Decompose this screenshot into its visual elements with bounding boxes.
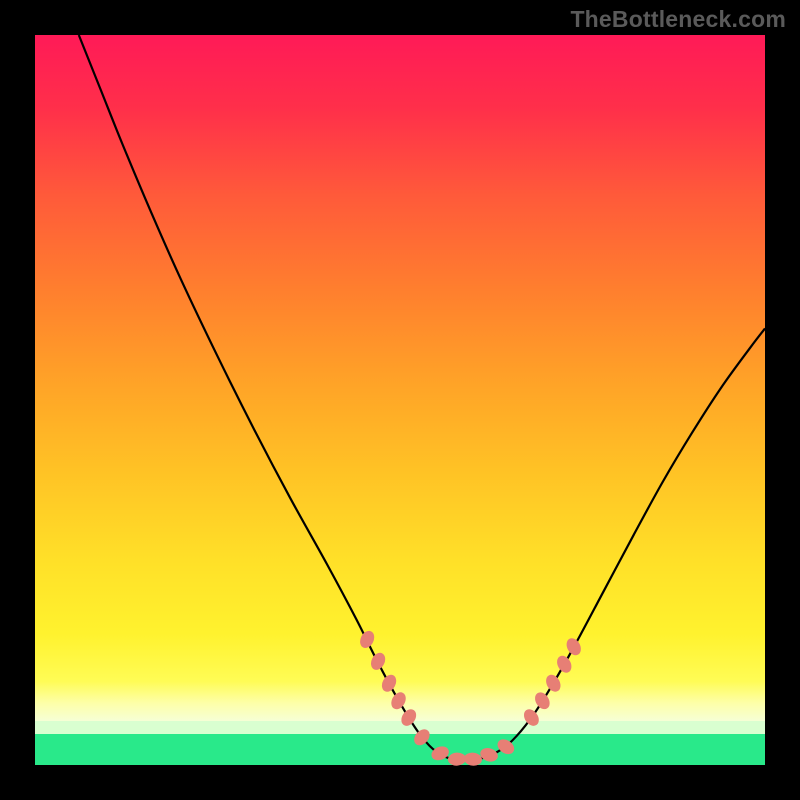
- watermark-label: TheBottleneck.com: [570, 6, 786, 33]
- curve-marker: [388, 690, 408, 712]
- curve-marker: [564, 636, 584, 658]
- curve-marker: [543, 672, 563, 694]
- curve-marker: [357, 629, 377, 651]
- curve-marker: [532, 690, 553, 712]
- curve-marker: [379, 672, 399, 694]
- curve-marker: [398, 706, 419, 728]
- chart-frame: TheBottleneck.com: [0, 0, 800, 800]
- curve-marker: [429, 744, 451, 763]
- curve-marker: [554, 653, 574, 675]
- curve-marker: [368, 650, 388, 672]
- curve-marker: [463, 752, 482, 767]
- curve-layer: [35, 35, 765, 765]
- curve-marker: [521, 706, 542, 728]
- bottleneck-curve: [79, 35, 765, 760]
- plot-area: [35, 35, 765, 765]
- curve-marker: [447, 752, 466, 767]
